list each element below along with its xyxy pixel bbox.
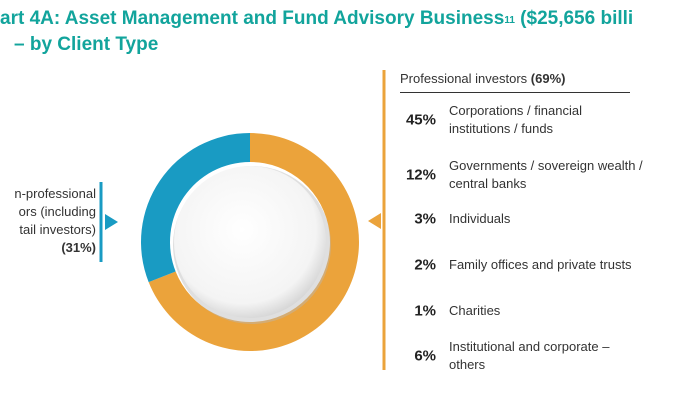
breakdown-label: Governments / sovereign wealth / central… [449, 158, 643, 191]
non-professional-line-1: n-professional [14, 186, 96, 201]
breakdown-label: Institutional and corporate – others [449, 339, 610, 372]
breakdown-item: 45% Corporations / financial institution… [396, 100, 646, 140]
non-professional-line-2: ors (including [18, 204, 96, 219]
title-line-1: art 4A: Asset Management and Fund Adviso… [0, 8, 634, 29]
right-bracket-pointer [368, 213, 381, 229]
breakdown-pct: 12% [405, 166, 436, 184]
title-line-2: – by Client Type [14, 34, 159, 55]
breakdown-pct: 45% [405, 111, 436, 129]
breakdown-item: 6% Institutional and corporate – others [396, 336, 646, 376]
breakdown-label: Charities [449, 303, 501, 318]
title-footnote-marker: 11 [504, 15, 515, 26]
professional-header: Professional investors (69%) [400, 69, 630, 93]
non-professional-line-3: tail investors) [19, 222, 96, 237]
non-professional-label: n-professional ors (including tail inves… [0, 185, 96, 257]
breakdown-item: 1% Charities [396, 291, 646, 331]
breakdown-label: Individuals [449, 211, 511, 226]
breakdown-pct: 1% [414, 302, 436, 320]
breakdown-pct: 3% [414, 210, 436, 228]
professional-header-pct: (69%) [530, 71, 566, 86]
chart-title: art 4A: Asset Management and Fund Adviso… [0, 6, 633, 58]
professional-header-text: Professional investors [400, 71, 531, 86]
breakdown-label: Corporations / financial institutions / … [449, 103, 582, 136]
donut-slice-non-professional [141, 133, 250, 283]
breakdown-item: 2% Family offices and private trusts [396, 245, 646, 285]
non-professional-pct: (31%) [61, 240, 96, 255]
donut-slices [141, 133, 359, 351]
breakdown-pct: 6% [414, 347, 436, 365]
donut-hole [174, 166, 326, 318]
breakdown-item: 3% Individuals [396, 199, 646, 239]
breakdown-pct: 2% [414, 256, 436, 274]
left-bracket-pointer [105, 214, 118, 230]
breakdown-item: 12% Governments / sovereign wealth / cen… [396, 155, 646, 195]
breakdown-label: Family offices and private trusts [449, 257, 632, 272]
